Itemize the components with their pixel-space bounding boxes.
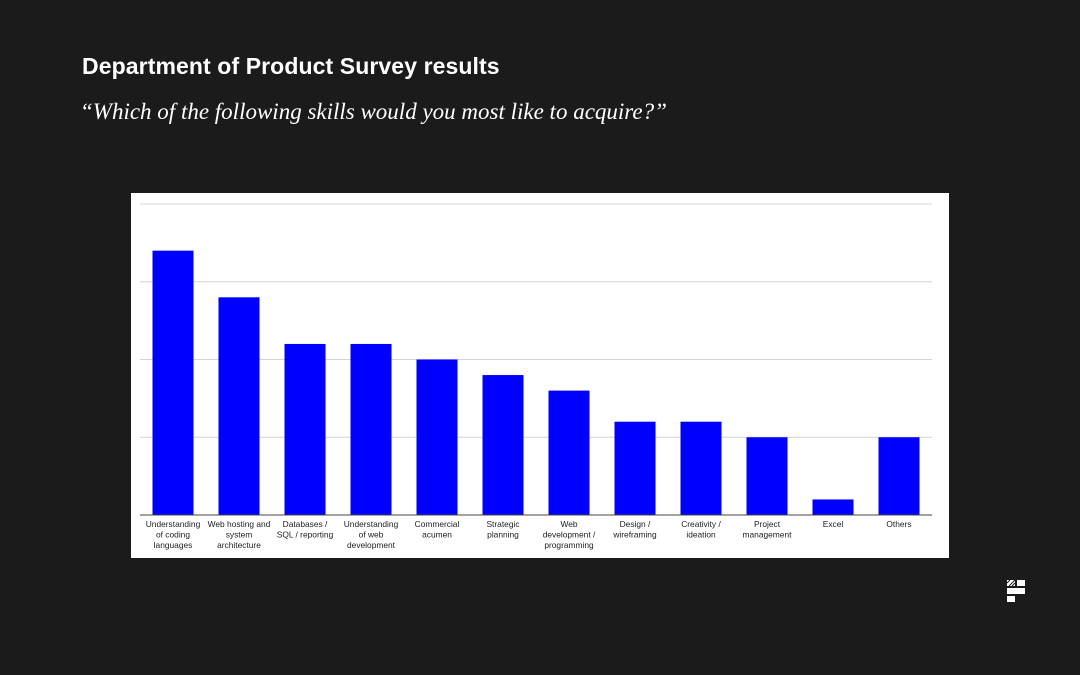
survey-question: “Which of the following skills would you… bbox=[80, 99, 667, 124]
bar bbox=[614, 421, 656, 515]
bar bbox=[878, 437, 920, 515]
x-tick-label: Creativity / ideation bbox=[681, 519, 721, 539]
x-tick-label: Web hosting and system architecture bbox=[208, 519, 271, 550]
bar bbox=[218, 297, 260, 515]
brand-logo-icon bbox=[1006, 579, 1025, 602]
x-tick-label: Excel bbox=[823, 519, 844, 529]
page-title: Department of Product Survey results bbox=[82, 53, 500, 79]
bar bbox=[482, 375, 524, 515]
bar bbox=[152, 250, 194, 515]
x-tick-label: Databases / SQL / reporting bbox=[277, 519, 334, 539]
chart-panel: Understanding of coding languages Web hosti… bbox=[131, 193, 949, 558]
bar bbox=[416, 359, 458, 515]
x-tick-label: Web development / programming bbox=[543, 519, 596, 550]
x-tick-label: Understanding of web development bbox=[344, 519, 399, 550]
x-tick-label: Strategic planning bbox=[486, 519, 519, 539]
bar bbox=[548, 390, 590, 515]
bar bbox=[746, 437, 788, 515]
x-tick-label: Commercial acumen bbox=[415, 519, 460, 539]
bar bbox=[680, 421, 722, 515]
bar bbox=[350, 343, 392, 515]
bar bbox=[284, 343, 326, 515]
x-tick-label: Project management bbox=[743, 519, 793, 539]
bar bbox=[812, 499, 854, 515]
x-tick-label: Understanding of coding languages bbox=[146, 519, 201, 550]
x-tick-label: Design / wireframing bbox=[612, 519, 657, 539]
x-tick-label: Others bbox=[886, 519, 911, 529]
